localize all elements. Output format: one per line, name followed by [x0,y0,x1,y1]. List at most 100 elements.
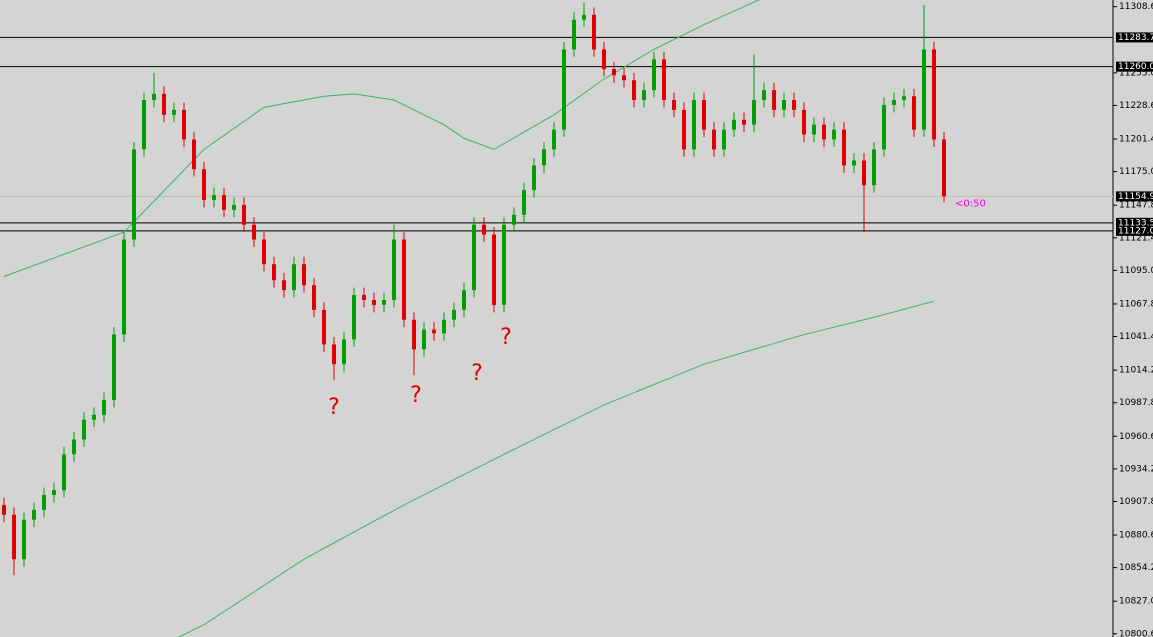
annotation: ? [471,361,483,386]
plot-area: ???? [0,0,1113,637]
bar-timer: <0:50 [955,198,986,209]
candle-body [682,109,686,150]
y-tick-label: 11041.40 [1119,332,1153,342]
candle-body [422,329,426,350]
candle-body [532,165,536,191]
candle-body [402,239,406,320]
candle-body [252,224,256,240]
candle-body [872,149,876,186]
candle-body [932,49,936,140]
y-tick-label: 10880.60 [1119,531,1153,541]
price-label: 11133.50 [1118,218,1153,228]
candle-body [72,439,76,455]
annotation: ? [410,383,422,408]
candle-body [472,224,476,291]
candle-body [722,129,726,150]
candle-body [352,295,356,340]
candle-body [852,160,856,166]
candle-body [552,129,556,150]
candle-body [192,139,196,170]
candle-body [792,99,796,110]
price-axis: 11308.60 11255.00 11228.60 11201.40 11175.00… [1113,2,1153,637]
candle-body [302,264,306,286]
y-tick-label: 11147.80 [1119,201,1153,211]
candle-body [232,204,236,210]
candle-body [842,129,846,166]
candle-body [712,129,716,150]
y-tick-label: 10907.80 [1119,497,1153,507]
candle-body [812,124,816,135]
candle-body [382,299,386,305]
y-tick-label: 11308.60 [1119,2,1153,12]
candle-body [122,239,126,335]
candle-body [752,99,756,125]
candle-body [892,99,896,105]
candle-body [212,195,216,200]
candle-body [802,109,806,135]
candle-body [942,139,946,197]
candle-body [732,119,736,130]
y-tick-label: 10987.80 [1119,398,1153,408]
candle-body [292,264,296,291]
candle-body [52,490,56,496]
price-label-box [1116,217,1153,228]
price-label: 11283.70 [1118,33,1153,43]
candle-body [642,90,646,100]
candle-body [622,75,626,81]
candle-body [832,129,836,140]
y-tick-label: 11201.40 [1119,135,1153,145]
candle-body [522,190,526,215]
y-tick-label: 10800.60 [1119,629,1153,637]
candle-body [862,160,866,186]
y-tick-label: 11228.60 [1119,101,1153,111]
candle-body [672,99,676,110]
candle-body [392,239,396,300]
candle-body [262,239,266,265]
candle-body [742,119,746,125]
candle-body [282,280,286,291]
candle-body [42,495,46,510]
candle-body [822,124,826,140]
price-label: 11260.00 [1118,62,1153,72]
candle-body [322,309,326,345]
price-label-box [1116,191,1153,202]
candle-body [12,514,16,560]
candle-body [172,109,176,115]
candle-body [372,299,376,305]
candle-body [592,14,596,50]
candle-body [452,309,456,320]
y-tick-label: 10827.00 [1119,597,1153,607]
candle-body [2,504,6,515]
candle-body [162,93,166,115]
candle-body [542,149,546,166]
candle-body [902,96,906,100]
candle-body [432,329,436,334]
candle-body [612,69,616,76]
candle-body [182,109,186,140]
candle-body [512,214,516,225]
candle-body [242,204,246,225]
y-tick-label: 11067.80 [1119,299,1153,309]
candle-body [762,90,766,100]
candle-body [462,290,466,310]
candle-body [772,90,776,110]
candle-body [482,224,486,235]
candle-body [632,80,636,100]
y-tick-label: 11014.20 [1119,366,1153,376]
candle-body [92,414,96,420]
candle-body [22,519,26,560]
candle-body [62,454,66,491]
price-label: 11154.90 [1118,192,1153,202]
candle-body [702,99,706,130]
price-label-box [1116,225,1153,236]
candle-body [922,49,926,130]
candle-body [492,234,496,305]
y-tick-label: 10934.20 [1119,464,1153,474]
candle-body [112,334,116,400]
candle-body [342,339,346,365]
annotation: ? [328,395,340,420]
candle-body [442,319,446,334]
y-tick-label: 11095.00 [1119,266,1153,276]
